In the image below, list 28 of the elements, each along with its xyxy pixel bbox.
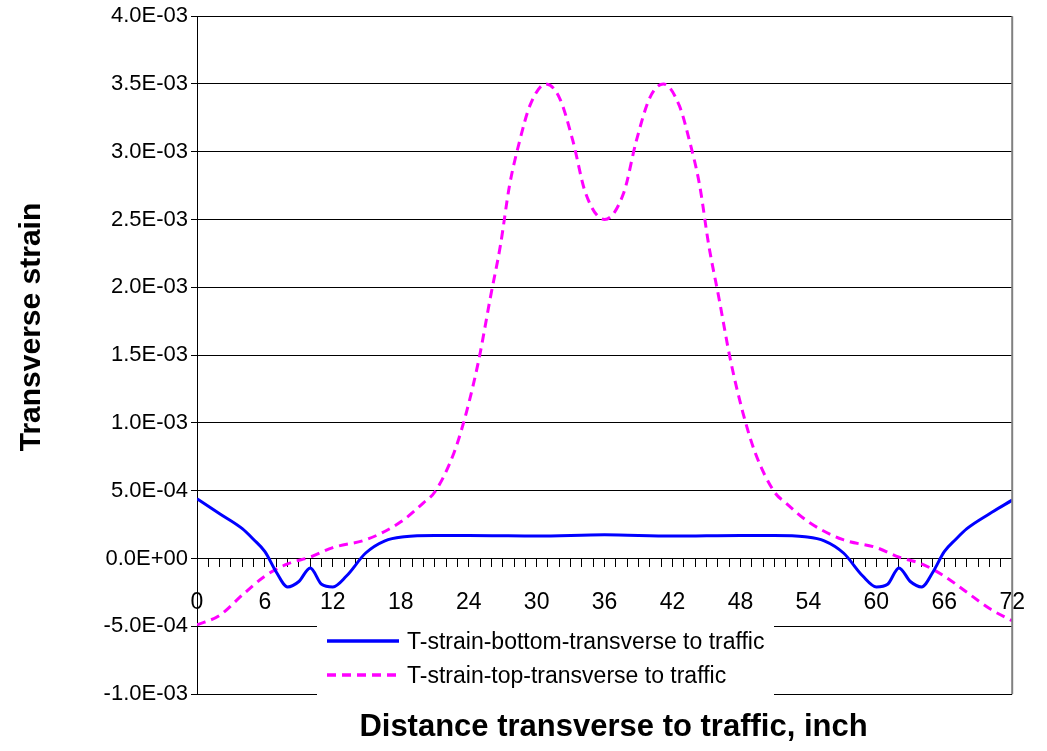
- y-tick-label: 2.0E-03: [110, 273, 188, 299]
- x-tick-label: 36: [591, 587, 618, 614]
- legend-label: T-strain-bottom-transverse to traffic: [407, 627, 765, 655]
- line-series: [197, 497, 1013, 589]
- x-tick-label: 48: [727, 587, 754, 614]
- x-tick-label: 30: [523, 587, 550, 614]
- y-tick-label: 4.0E-03: [110, 2, 188, 28]
- y-tick-label: 5.0E-04: [110, 476, 188, 502]
- y-tick-label: 3.0E-03: [110, 137, 188, 163]
- y-tick-label: 1.5E-03: [110, 341, 188, 367]
- x-tick-label: 72: [999, 587, 1026, 614]
- y-tick-label: 0.0E+00: [105, 544, 188, 570]
- x-tick-label: 18: [388, 587, 414, 614]
- y-tick-label: 1.0E-03: [110, 408, 188, 434]
- y-tick-label: -1.0E-03: [103, 680, 188, 706]
- x-axis-title: Distance transverse to traffic, inch: [358, 708, 869, 744]
- x-tick-label: 60: [863, 587, 890, 614]
- y-tick-label: 2.5E-03: [110, 205, 188, 231]
- legend-label: T-strain-top-transverse to traffic: [407, 661, 727, 689]
- x-tick-label: 42: [659, 587, 686, 614]
- x-tick-label: 24: [455, 587, 482, 614]
- x-tick-label: 6: [258, 587, 272, 614]
- y-tick-label: 3.5E-03: [110, 70, 188, 96]
- y-axis-title: Transverse strain: [13, 201, 47, 454]
- x-tick-label: 54: [795, 587, 822, 614]
- y-tick-label: -5.0E-04: [103, 612, 188, 638]
- x-tick-label: 12: [320, 587, 346, 614]
- x-tick-label: 66: [931, 587, 958, 614]
